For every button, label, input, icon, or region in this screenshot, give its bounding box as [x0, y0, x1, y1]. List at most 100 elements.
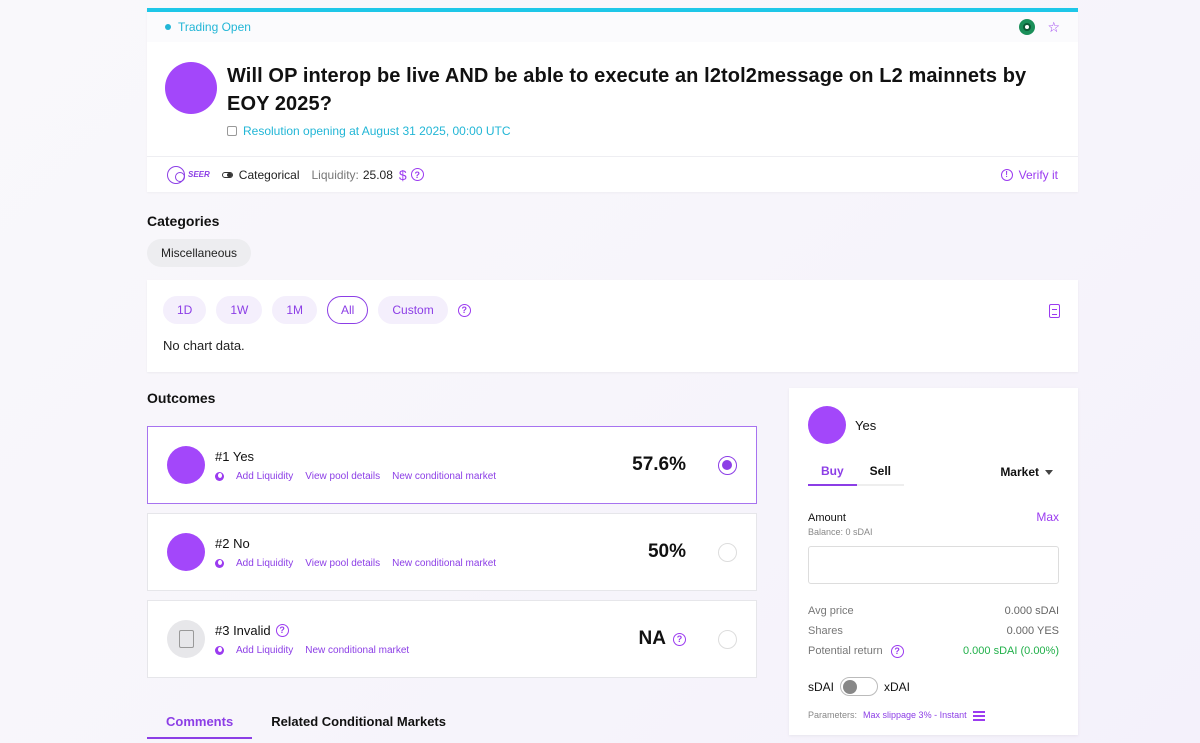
- currency-switch[interactable]: [840, 677, 879, 696]
- liquidity-pool-icon: [215, 645, 224, 655]
- liquidity-pool-icon: [215, 558, 224, 568]
- invalid-help-icon[interactable]: ?: [275, 623, 289, 637]
- category-pill[interactable]: Miscellaneous: [147, 239, 252, 267]
- outcome-radio[interactable]: [718, 455, 737, 475]
- calendar-icon: [227, 126, 237, 136]
- potential-return-label: Potential return: [808, 645, 883, 657]
- new-conditional-market-link[interactable]: New conditional market: [392, 470, 497, 482]
- add-liquidity-link[interactable]: Add Liquidity: [236, 470, 294, 482]
- outcome-price: 50%: [647, 541, 686, 562]
- outcome-price: NA: [638, 628, 666, 649]
- page-container: Trading Open ☆ Will OP interop be live A…: [147, 8, 1078, 739]
- outcome-radio[interactable]: [718, 542, 737, 562]
- verify-link[interactable]: ! Verify it: [1000, 167, 1058, 182]
- header-main: Will OP interop be live AND be able to e…: [147, 42, 1078, 156]
- shares-row: Shares 0.000 YES: [808, 621, 1059, 641]
- range-all-button[interactable]: All: [327, 296, 369, 324]
- seer-logo-icon: [167, 165, 185, 184]
- tab-related-markets[interactable]: Related Conditional Markets: [271, 714, 446, 729]
- outcome-avatar: [167, 533, 205, 571]
- add-liquidity-link[interactable]: Add Liquidity: [236, 644, 294, 656]
- outcome-price-row: NA ?: [639, 628, 686, 650]
- order-type-label: Market: [1000, 465, 1039, 479]
- outcome-name: #3 Invalid: [215, 622, 271, 638]
- outcome-links: Add Liquidity View pool details New cond…: [215, 471, 632, 482]
- shares-value: 0.000 YES: [1006, 625, 1059, 637]
- currency-right-label: xDAI: [884, 679, 911, 694]
- potential-return-value: 0.000 sDAI (0.00%): [963, 645, 1059, 657]
- balance-text: Balance: 0 sDAI: [808, 527, 873, 537]
- new-conditional-market-link[interactable]: New conditional market: [305, 644, 410, 656]
- liquidity-info: Liquidity: 25.08 $ ?: [312, 167, 424, 183]
- tab-comments[interactable]: Comments: [147, 710, 253, 739]
- market-type: Categorical: [221, 167, 300, 182]
- currency-symbol: $: [398, 166, 407, 183]
- outcome-body: #3 Invalid ? Add Liquidity New condition…: [215, 623, 639, 656]
- header-footer: SEER Categorical Liquidity: 25.08 $ ? ! …: [147, 156, 1078, 192]
- currency-left-label: sDAI: [808, 679, 835, 694]
- shares-label: Shares: [808, 625, 843, 637]
- info-icon: !: [1000, 168, 1013, 181]
- price-help-icon[interactable]: ?: [673, 632, 686, 646]
- outcome-row-yes[interactable]: #1 Yes Add Liquidity View pool details N…: [147, 426, 757, 504]
- outcome-radio[interactable]: [718, 629, 737, 649]
- range-1d-button[interactable]: 1D: [163, 296, 207, 324]
- range-custom-button[interactable]: Custom: [378, 296, 448, 324]
- trade-stats: Avg price 0.000 sDAI Shares 0.000 YES Po…: [808, 601, 1059, 661]
- amount-input[interactable]: [808, 546, 1059, 584]
- chevron-down-icon: [1045, 469, 1053, 475]
- header-top-bar: Trading Open ☆: [147, 12, 1078, 42]
- outcome-row-no[interactable]: #2 No Add Liquidity View pool details Ne…: [147, 513, 757, 591]
- range-1m-button[interactable]: 1M: [272, 296, 318, 324]
- trade-outcome-header: Yes: [808, 406, 1059, 444]
- trade-panel: Yes Buy Sell Market Amount Max Balance: …: [789, 388, 1078, 735]
- max-button[interactable]: Max: [1036, 510, 1059, 524]
- amount-label: Amount: [808, 512, 846, 524]
- trade-outcome-name: Yes: [855, 417, 877, 433]
- network-icon[interactable]: [1019, 19, 1036, 35]
- invalid-outcome-icon: [167, 620, 205, 658]
- view-pool-details-link[interactable]: View pool details: [305, 557, 381, 569]
- add-liquidity-link[interactable]: Add Liquidity: [236, 557, 294, 569]
- header-actions: ☆: [1019, 19, 1060, 35]
- range-help-icon[interactable]: ?: [457, 303, 471, 317]
- seer-brand-text: SEER: [188, 170, 210, 179]
- currency-toggle: sDAI xDAI: [808, 677, 1059, 696]
- settings-sliders-icon[interactable]: [972, 710, 985, 721]
- header-text: Will OP interop be live AND be able to e…: [227, 62, 1060, 138]
- liquidity-label: Liquidity:: [311, 167, 359, 182]
- market-type-label: Categorical: [238, 167, 300, 182]
- resolution-info: Resolution opening at August 31 2025, 00…: [227, 124, 1060, 138]
- outcome-row-invalid[interactable]: #3 Invalid ? Add Liquidity New condition…: [147, 600, 757, 678]
- trade-parameters: Parameters: Max slippage 3% - Instant: [808, 710, 1059, 721]
- order-type-dropdown[interactable]: Market: [1000, 465, 1059, 485]
- categorical-icon: [221, 171, 233, 178]
- trade-tabs: Buy Sell Market: [808, 464, 1059, 486]
- new-conditional-market-link[interactable]: New conditional market: [392, 557, 497, 569]
- chart-card: 1D 1W 1M All Custom ? No chart data.: [147, 280, 1078, 372]
- view-pool-details-link[interactable]: View pool details: [305, 470, 381, 482]
- amount-row: Amount Max: [808, 510, 1059, 524]
- outcomes-heading: Outcomes: [147, 390, 216, 406]
- outcome-body: #2 No Add Liquidity View pool details Ne…: [215, 536, 648, 569]
- market-avatar: [165, 62, 217, 114]
- return-help-icon[interactable]: ?: [890, 644, 904, 658]
- market-title: Will OP interop be live AND be able to e…: [227, 65, 1027, 115]
- outcome-name: #2 No: [215, 535, 250, 551]
- trade-outcome-avatar: [808, 406, 846, 444]
- market-meta: SEER Categorical Liquidity: 25.08 $ ?: [167, 165, 424, 184]
- liquidity-help-icon[interactable]: ?: [410, 168, 424, 181]
- tab-buy[interactable]: Buy: [808, 464, 857, 486]
- outcome-body: #1 Yes Add Liquidity View pool details N…: [215, 449, 632, 482]
- verify-label: Verify it: [1018, 167, 1058, 182]
- seer-logo[interactable]: SEER: [167, 165, 210, 184]
- outcome-price: 57.6%: [632, 454, 686, 475]
- time-range-selector: 1D 1W 1M All Custom ?: [163, 296, 1062, 324]
- liquidity-pool-icon: [215, 471, 224, 481]
- tab-sell[interactable]: Sell: [856, 464, 905, 486]
- slippage-settings-link[interactable]: Max slippage 3% - Instant: [863, 710, 967, 720]
- outcome-avatar: [167, 446, 205, 484]
- range-1w-button[interactable]: 1W: [216, 296, 263, 324]
- export-document-icon[interactable]: [1049, 304, 1060, 318]
- favorite-star-icon[interactable]: ☆: [1047, 19, 1060, 35]
